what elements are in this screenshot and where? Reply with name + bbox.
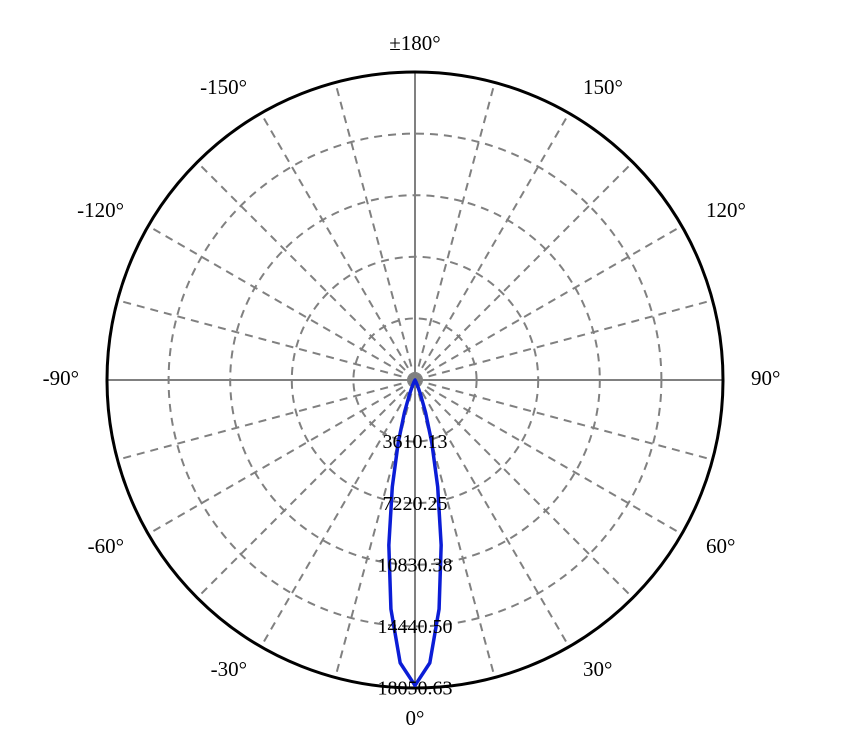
radial-label: 10830.38: [378, 554, 453, 576]
polar-chart: 3610.13 7220.25 10830.38 14440.50 18050.63 0°…: [0, 0, 842, 744]
angle-label: 90°: [751, 366, 780, 390]
radial-label: 3610.13: [383, 431, 448, 453]
angle-label: -150°: [200, 75, 247, 99]
grid-spoke: [415, 226, 682, 380]
angle-label: 0°: [406, 706, 425, 730]
grid-spoke: [148, 226, 415, 380]
angle-label: 30°: [583, 657, 612, 681]
radial-label: 18050.63: [378, 678, 453, 700]
grid-spoke: [415, 82, 495, 380]
radial-label: 7220.25: [383, 493, 448, 515]
angle-label: 120°: [706, 198, 746, 222]
angle-label: -120°: [77, 198, 124, 222]
angle-label: ±180°: [389, 31, 440, 55]
angle-label: 60°: [706, 534, 735, 558]
angle-label: 150°: [583, 75, 623, 99]
grid-spoke: [415, 113, 569, 380]
grid-spoke: [415, 300, 713, 380]
angle-label: -90°: [43, 366, 79, 390]
grid-spoke: [197, 162, 415, 380]
grid-spoke: [261, 113, 415, 380]
angle-label: -30°: [211, 657, 247, 681]
grid-spoke: [335, 82, 415, 380]
grid-spoke: [148, 380, 415, 534]
grid-spoke: [415, 162, 633, 380]
grid-spoke: [415, 380, 682, 534]
grid-spoke: [415, 380, 713, 460]
radial-label: 14440.50: [378, 616, 453, 638]
grid-spoke: [117, 300, 415, 380]
grid-spoke: [117, 380, 415, 460]
angle-label: -60°: [88, 534, 124, 558]
